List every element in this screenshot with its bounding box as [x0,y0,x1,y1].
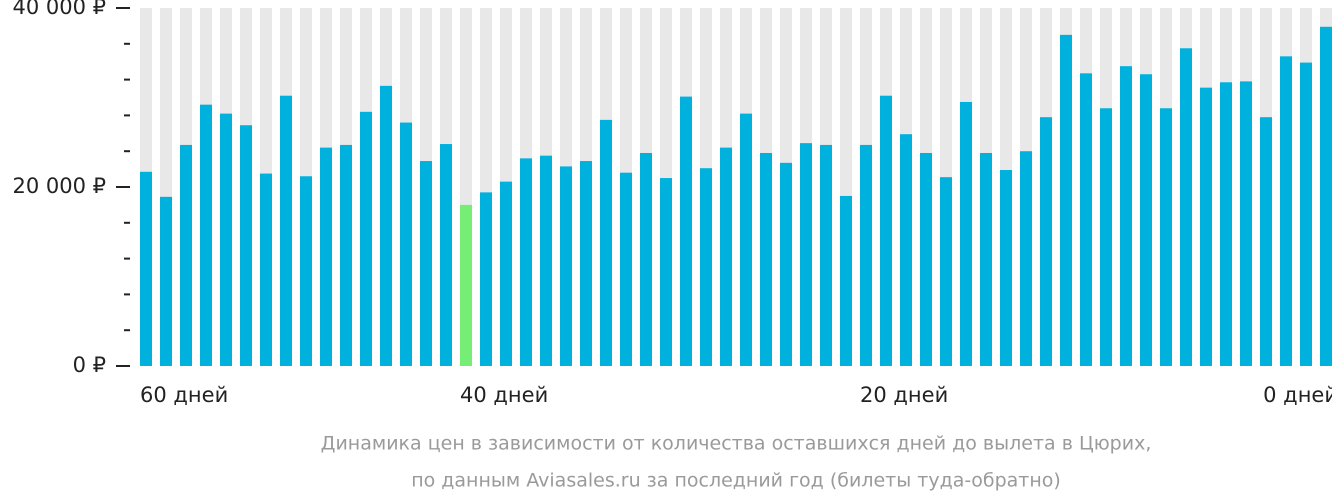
x-tick-label: 40 дней [460,383,548,407]
bar [940,177,952,366]
bar [560,166,572,366]
bar [460,204,472,366]
bar [760,152,772,366]
bar [1300,62,1312,366]
bar [1280,56,1292,367]
bar [1180,48,1192,367]
bar [1260,117,1272,366]
bar [340,144,352,366]
x-tick-label: 20 дней [860,383,948,407]
bar [140,171,152,366]
bar [780,162,792,366]
bar [800,143,812,366]
bar [860,144,872,366]
bar [480,192,492,366]
bar [160,196,172,366]
y-tick-label: 0 ₽ [73,353,106,377]
caption: по данным Aviasales.ru за последний год … [411,470,1061,492]
bar [900,134,912,366]
bar [500,181,512,366]
bar [1000,169,1012,366]
bar [200,104,212,366]
bar [1120,66,1132,367]
bar [300,176,312,366]
x-tick-label: 60 дней [140,383,228,407]
bar [440,144,452,366]
bar [600,119,612,366]
bar [280,95,292,367]
bar [420,161,432,366]
bar [1100,108,1112,367]
bar [380,85,392,367]
bar [240,125,252,367]
bar [540,155,552,366]
bar [360,111,372,366]
bar [620,172,632,366]
bar [320,147,332,366]
bar [1220,82,1232,366]
bar [920,152,932,366]
bar [1060,34,1072,366]
bar [980,152,992,366]
bar [1200,87,1212,366]
bar [720,147,732,366]
bar [1080,73,1092,367]
caption: Динамика цен в зависимости от количества… [321,433,1152,455]
bar [960,101,972,366]
bar [700,168,712,366]
bar [1320,26,1332,366]
bar [640,152,652,366]
bar [820,144,832,366]
bar [680,96,692,366]
bar [260,173,272,366]
bar [1040,117,1052,366]
bar [1020,151,1032,366]
bar [400,122,412,366]
bar [180,144,192,366]
x-tick-label: 0 дней [1263,383,1332,407]
y-tick-label: 40 000 ₽ [12,0,106,19]
bar [880,95,892,367]
y-tick-label: 20 000 ₽ [12,174,106,198]
bar [840,195,852,366]
bar [520,158,532,366]
bar [740,113,752,366]
bar [1160,108,1172,367]
bar [1140,74,1152,366]
bar [1240,81,1252,366]
bar [660,178,672,366]
bar [580,161,592,366]
bar [220,113,232,366]
